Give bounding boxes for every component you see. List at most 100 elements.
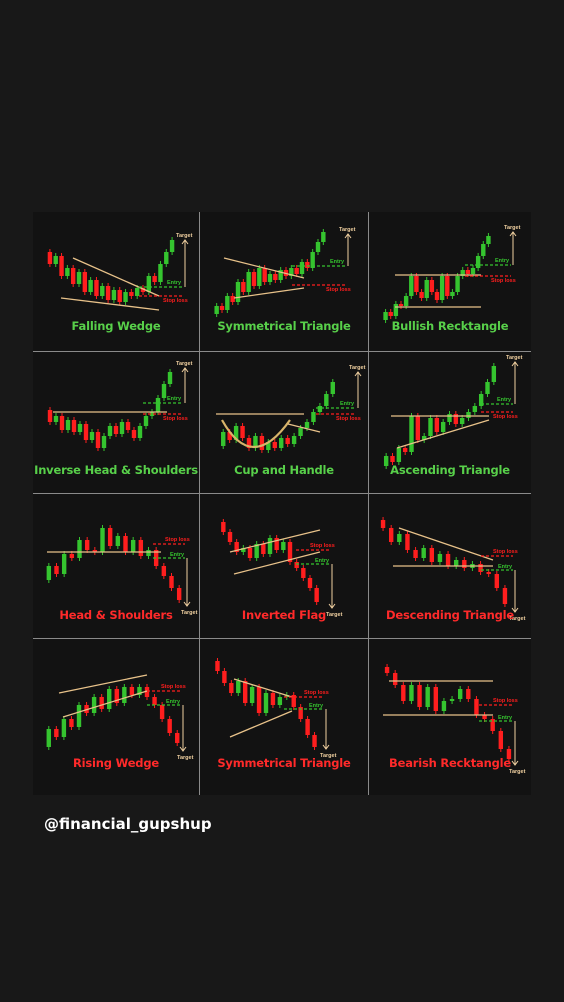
candle-body	[47, 410, 53, 422]
candle-body	[415, 416, 421, 440]
candle-body	[175, 733, 180, 743]
candle-body	[107, 689, 112, 709]
pattern-title: Ascending Triangle	[390, 463, 510, 477]
candle-body	[419, 292, 424, 298]
candle-body	[152, 697, 157, 705]
candle-body	[270, 693, 276, 705]
trend-line	[62, 690, 148, 718]
candle-body	[240, 426, 245, 438]
candle-body	[227, 432, 232, 440]
candle-body	[155, 398, 161, 412]
candle-body	[53, 256, 58, 264]
candle-body	[65, 420, 71, 430]
stop-loss-label: Stop loss	[493, 414, 518, 420]
candle-body	[459, 418, 465, 424]
pattern-title: Bearish Recktangle	[389, 756, 511, 770]
candle-body	[215, 661, 220, 671]
stop-loss-label: Stop loss	[165, 537, 190, 543]
pattern-cell-symmetrical-triangle-bullish: Entry Stop loss Target Symmetrical Triangl…	[200, 212, 369, 352]
target-label: Target	[176, 361, 193, 367]
cup-and-handle-chart: Entry Stop loss Target	[216, 365, 366, 453]
trend-line	[233, 287, 305, 299]
candle-body	[388, 312, 393, 316]
candle-body	[413, 550, 418, 558]
candle-body	[285, 438, 290, 444]
candle-body	[445, 554, 451, 566]
pattern-cell-cup-and-handle: Entry Stop loss Target Cup and Handle	[200, 352, 369, 494]
candle-body	[137, 426, 143, 438]
candle-body	[478, 564, 483, 572]
candle-body	[176, 588, 182, 600]
trend-line	[287, 423, 321, 433]
candle-body	[486, 572, 491, 574]
candle-body	[69, 554, 75, 558]
candle-body	[305, 262, 310, 268]
candle-body	[247, 548, 253, 558]
falling-wedge-chart: Entry Stop loss Target	[47, 233, 193, 311]
candle-body	[390, 456, 395, 462]
pattern-cell-falling-wedge: Entry Stop loss Target Falling Wedge	[33, 212, 200, 352]
target-label: Target	[320, 753, 337, 759]
candle-body	[457, 689, 463, 699]
head-shoulders-chart: Stop loss Entry Target	[46, 525, 198, 616]
candle-body	[409, 276, 414, 296]
candle-body	[301, 568, 306, 578]
candle-body	[405, 534, 410, 550]
candle-body	[46, 566, 52, 580]
candle-body	[445, 276, 450, 296]
target-label: Target	[509, 616, 526, 622]
entry-label: Entry	[170, 552, 185, 558]
pattern-cell-descending-triangle: Stop loss Entry Target Descending Triangle	[369, 494, 531, 639]
candle-body	[230, 296, 235, 302]
candle-body	[409, 685, 414, 701]
candle-body	[214, 306, 219, 314]
target-arrowhead	[328, 603, 336, 609]
trend-line	[398, 527, 494, 561]
candle-body	[84, 705, 89, 713]
candle-body	[249, 687, 255, 703]
ascending-triangle-chart: Entry Stop loss Target	[383, 355, 523, 469]
candle-body	[299, 262, 305, 274]
candle-body	[291, 436, 297, 444]
candle-body	[298, 707, 303, 719]
bearish-recktangle-chart: Stop loss Entry Target	[383, 664, 526, 775]
candle-body	[311, 412, 316, 422]
candle-body	[77, 424, 83, 432]
target-label: Target	[339, 227, 356, 233]
symmetrical-triangle-bearish-chart: Stop loss Entry Target	[215, 658, 337, 759]
pattern-title: Falling Wedge	[71, 319, 161, 333]
candle-body	[111, 290, 117, 300]
stop-loss-label: Stop loss	[493, 698, 518, 704]
candle-body	[440, 422, 446, 432]
candle-body	[478, 394, 484, 406]
candle-body	[466, 689, 471, 699]
candle-body	[429, 548, 435, 562]
candle-body	[107, 528, 113, 546]
candle-body	[450, 292, 455, 296]
candle-body	[54, 566, 59, 574]
entry-label: Entry	[498, 715, 513, 721]
candle-body	[169, 576, 174, 588]
candle-body	[490, 719, 495, 731]
candle-body	[409, 416, 414, 452]
pattern-cell-rising-wedge: Stop loss Entry Target Rising Wedge	[33, 639, 200, 795]
candle-body	[100, 286, 105, 296]
pattern-grid: Entry Stop loss Target Falling Wedge Entry…	[33, 212, 531, 795]
entry-label: Entry	[330, 259, 345, 265]
candle-body	[324, 394, 329, 406]
pattern-title: Descending Triangle	[386, 608, 514, 622]
candle-body	[144, 687, 150, 697]
stop-loss-label: Stop loss	[336, 416, 361, 422]
bullish-recktangle-chart: Entry Stop loss Target	[383, 225, 521, 323]
candle-body	[117, 290, 122, 302]
candle-body	[161, 566, 167, 576]
candle-body	[425, 687, 430, 707]
inverted-flag-chart: Stop loss Entry Target	[221, 519, 343, 618]
pattern-title: Symmetrical Triangle	[217, 756, 351, 770]
candle-body	[421, 436, 427, 440]
entry-label: Entry	[497, 397, 512, 403]
candle-body	[315, 242, 321, 252]
candle-body	[267, 274, 273, 282]
candle-body	[481, 244, 486, 256]
candle-body	[439, 276, 445, 300]
